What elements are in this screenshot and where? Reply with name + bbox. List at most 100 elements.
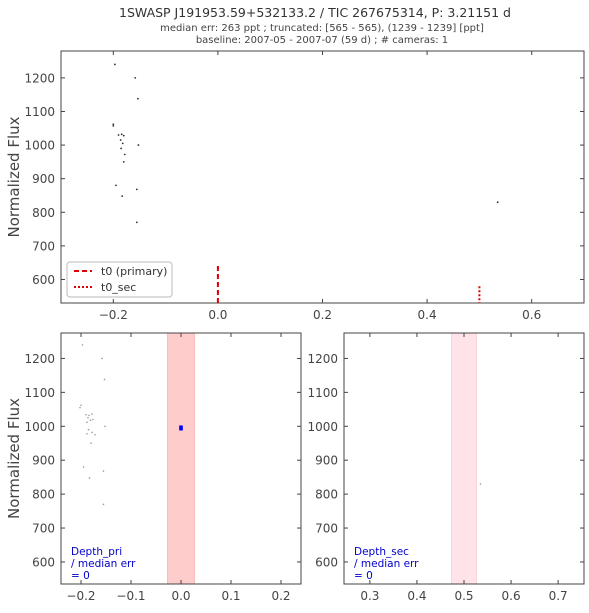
data-point — [80, 404, 82, 407]
x-tick-label: 0.6 — [502, 589, 521, 603]
chart-panels: −0.2 0.0 0.2 0.4 0.6 600 700 800 900 1000 1100 1200… — [5, 50, 585, 603]
y-tick-label: 800 — [32, 206, 55, 220]
x-tick-label: 0.4 — [418, 308, 437, 322]
data-point — [102, 470, 105, 472]
depth-annotation-line: / median err — [71, 558, 136, 570]
y-tick-label: 1200 — [307, 352, 338, 366]
data-point — [89, 419, 92, 421]
y-tick-label: 700 — [32, 239, 55, 253]
legend-box — [66, 261, 173, 298]
data-point — [121, 195, 124, 198]
y-tick-label: 900 — [315, 454, 338, 468]
data-point — [120, 133, 123, 136]
data-point — [101, 357, 103, 360]
x-tick-label: −0.2 — [66, 589, 95, 603]
x-tick-label: 0.1 — [221, 589, 240, 603]
y-tick-label: 700 — [315, 522, 338, 536]
data-point — [81, 344, 84, 346]
y-tick-label: 1200 — [24, 352, 55, 366]
data-point — [90, 442, 92, 445]
binned-point — [179, 425, 183, 431]
data-point — [86, 421, 88, 424]
x-tick-label: 0.0 — [208, 308, 227, 322]
y-tick-label: 1200 — [24, 71, 55, 85]
x-tick-label: 0.5 — [454, 589, 473, 603]
depth-annotation-line: Depth_pri — [71, 546, 122, 558]
y-tick-label: 1000 — [307, 420, 338, 434]
data-point — [88, 414, 90, 417]
data-point — [496, 201, 499, 204]
x-tick-label: −0.1 — [116, 589, 145, 603]
x-tick-label: 0.6 — [522, 308, 541, 322]
x-tick-label: 0.7 — [549, 589, 568, 603]
data-point — [136, 97, 139, 100]
panel-bottom-right: 0.3 0.4 0.5 0.6 0.7 600 700 800 900 1000 1100 1200 D… — [307, 332, 585, 603]
x-tick-label: 0.2 — [313, 308, 332, 322]
y-tick-label: 800 — [32, 488, 55, 502]
y-tick-label: 1100 — [24, 105, 55, 119]
data-point — [91, 431, 93, 434]
data-point — [123, 153, 126, 156]
data-point — [122, 134, 125, 137]
data-point — [135, 221, 138, 224]
y-tick-label: 1100 — [24, 386, 55, 400]
data-point — [119, 139, 122, 141]
x-tick-label: 0.4 — [407, 589, 426, 603]
data-point — [103, 378, 106, 381]
figure-subtitle-1: median err: 263 ppt ; truncated: [565 - … — [160, 23, 484, 34]
data-point — [85, 413, 87, 416]
y-tick-label: 1000 — [24, 420, 55, 434]
x-tick-label: 0.0 — [171, 589, 190, 603]
transit-window-band — [167, 332, 195, 585]
data-point — [112, 125, 115, 127]
legend-label-primary: t0 (primary) — [101, 265, 167, 278]
data-point — [82, 466, 85, 468]
depth-annotation-line: / median err — [354, 558, 419, 570]
data-point — [122, 160, 125, 163]
legend: t0 (primary) t0_sec — [66, 261, 173, 298]
y-tick-label: 1000 — [24, 139, 55, 153]
data-point — [121, 142, 124, 145]
data-point — [479, 483, 482, 485]
depth-annotation-line: Depth_sec — [354, 546, 409, 558]
data-point — [115, 184, 117, 187]
y-tick-label: 1100 — [307, 386, 338, 400]
data-point — [86, 432, 88, 435]
y-tick-label: 900 — [32, 172, 55, 186]
y-tick-label: 600 — [315, 555, 338, 569]
depth-annotation-line: = 0 — [71, 570, 90, 582]
panel-bottom-left: −0.2 −0.1 0.0 0.1 0.2 600 700 800 900 1000 1100 120… — [5, 332, 302, 603]
data-point — [79, 406, 81, 409]
data-point — [137, 144, 140, 146]
x-tick-label: 0.3 — [360, 589, 379, 603]
data-point — [87, 416, 89, 419]
depth-annotation-line: = 0 — [354, 570, 373, 582]
data-point — [120, 147, 123, 150]
y-tick-label: 600 — [32, 273, 55, 287]
data-point — [104, 425, 106, 428]
data-point — [91, 413, 93, 415]
data-point — [134, 76, 137, 79]
transit-window-band — [450, 332, 478, 585]
y-axis-label: Normalized Flux — [5, 116, 23, 237]
data-point — [94, 433, 96, 436]
legend-label-secondary: t0_sec — [101, 281, 136, 294]
data-point — [117, 134, 120, 136]
y-tick-label: 800 — [315, 488, 338, 502]
y-tick-label: 600 — [32, 555, 55, 569]
data-point — [92, 418, 94, 421]
data-point — [112, 123, 115, 126]
data-point — [87, 428, 90, 431]
x-tick-label: −0.2 — [99, 308, 128, 322]
figure-subtitle-2: baseline: 2007-05 - 2007-07 (59 d) ; # c… — [196, 35, 448, 46]
figure-title: 1SWASP J191953.59+532133.2 / TIC 2676753… — [119, 5, 511, 20]
y-tick-label: 700 — [32, 522, 55, 536]
x-tick-label: 0.2 — [271, 589, 290, 603]
data-point — [113, 63, 116, 66]
y-axis-label: Normalized Flux — [5, 398, 23, 519]
data-point — [102, 503, 105, 506]
y-tick-label: 900 — [32, 454, 55, 468]
data-point — [88, 477, 91, 479]
